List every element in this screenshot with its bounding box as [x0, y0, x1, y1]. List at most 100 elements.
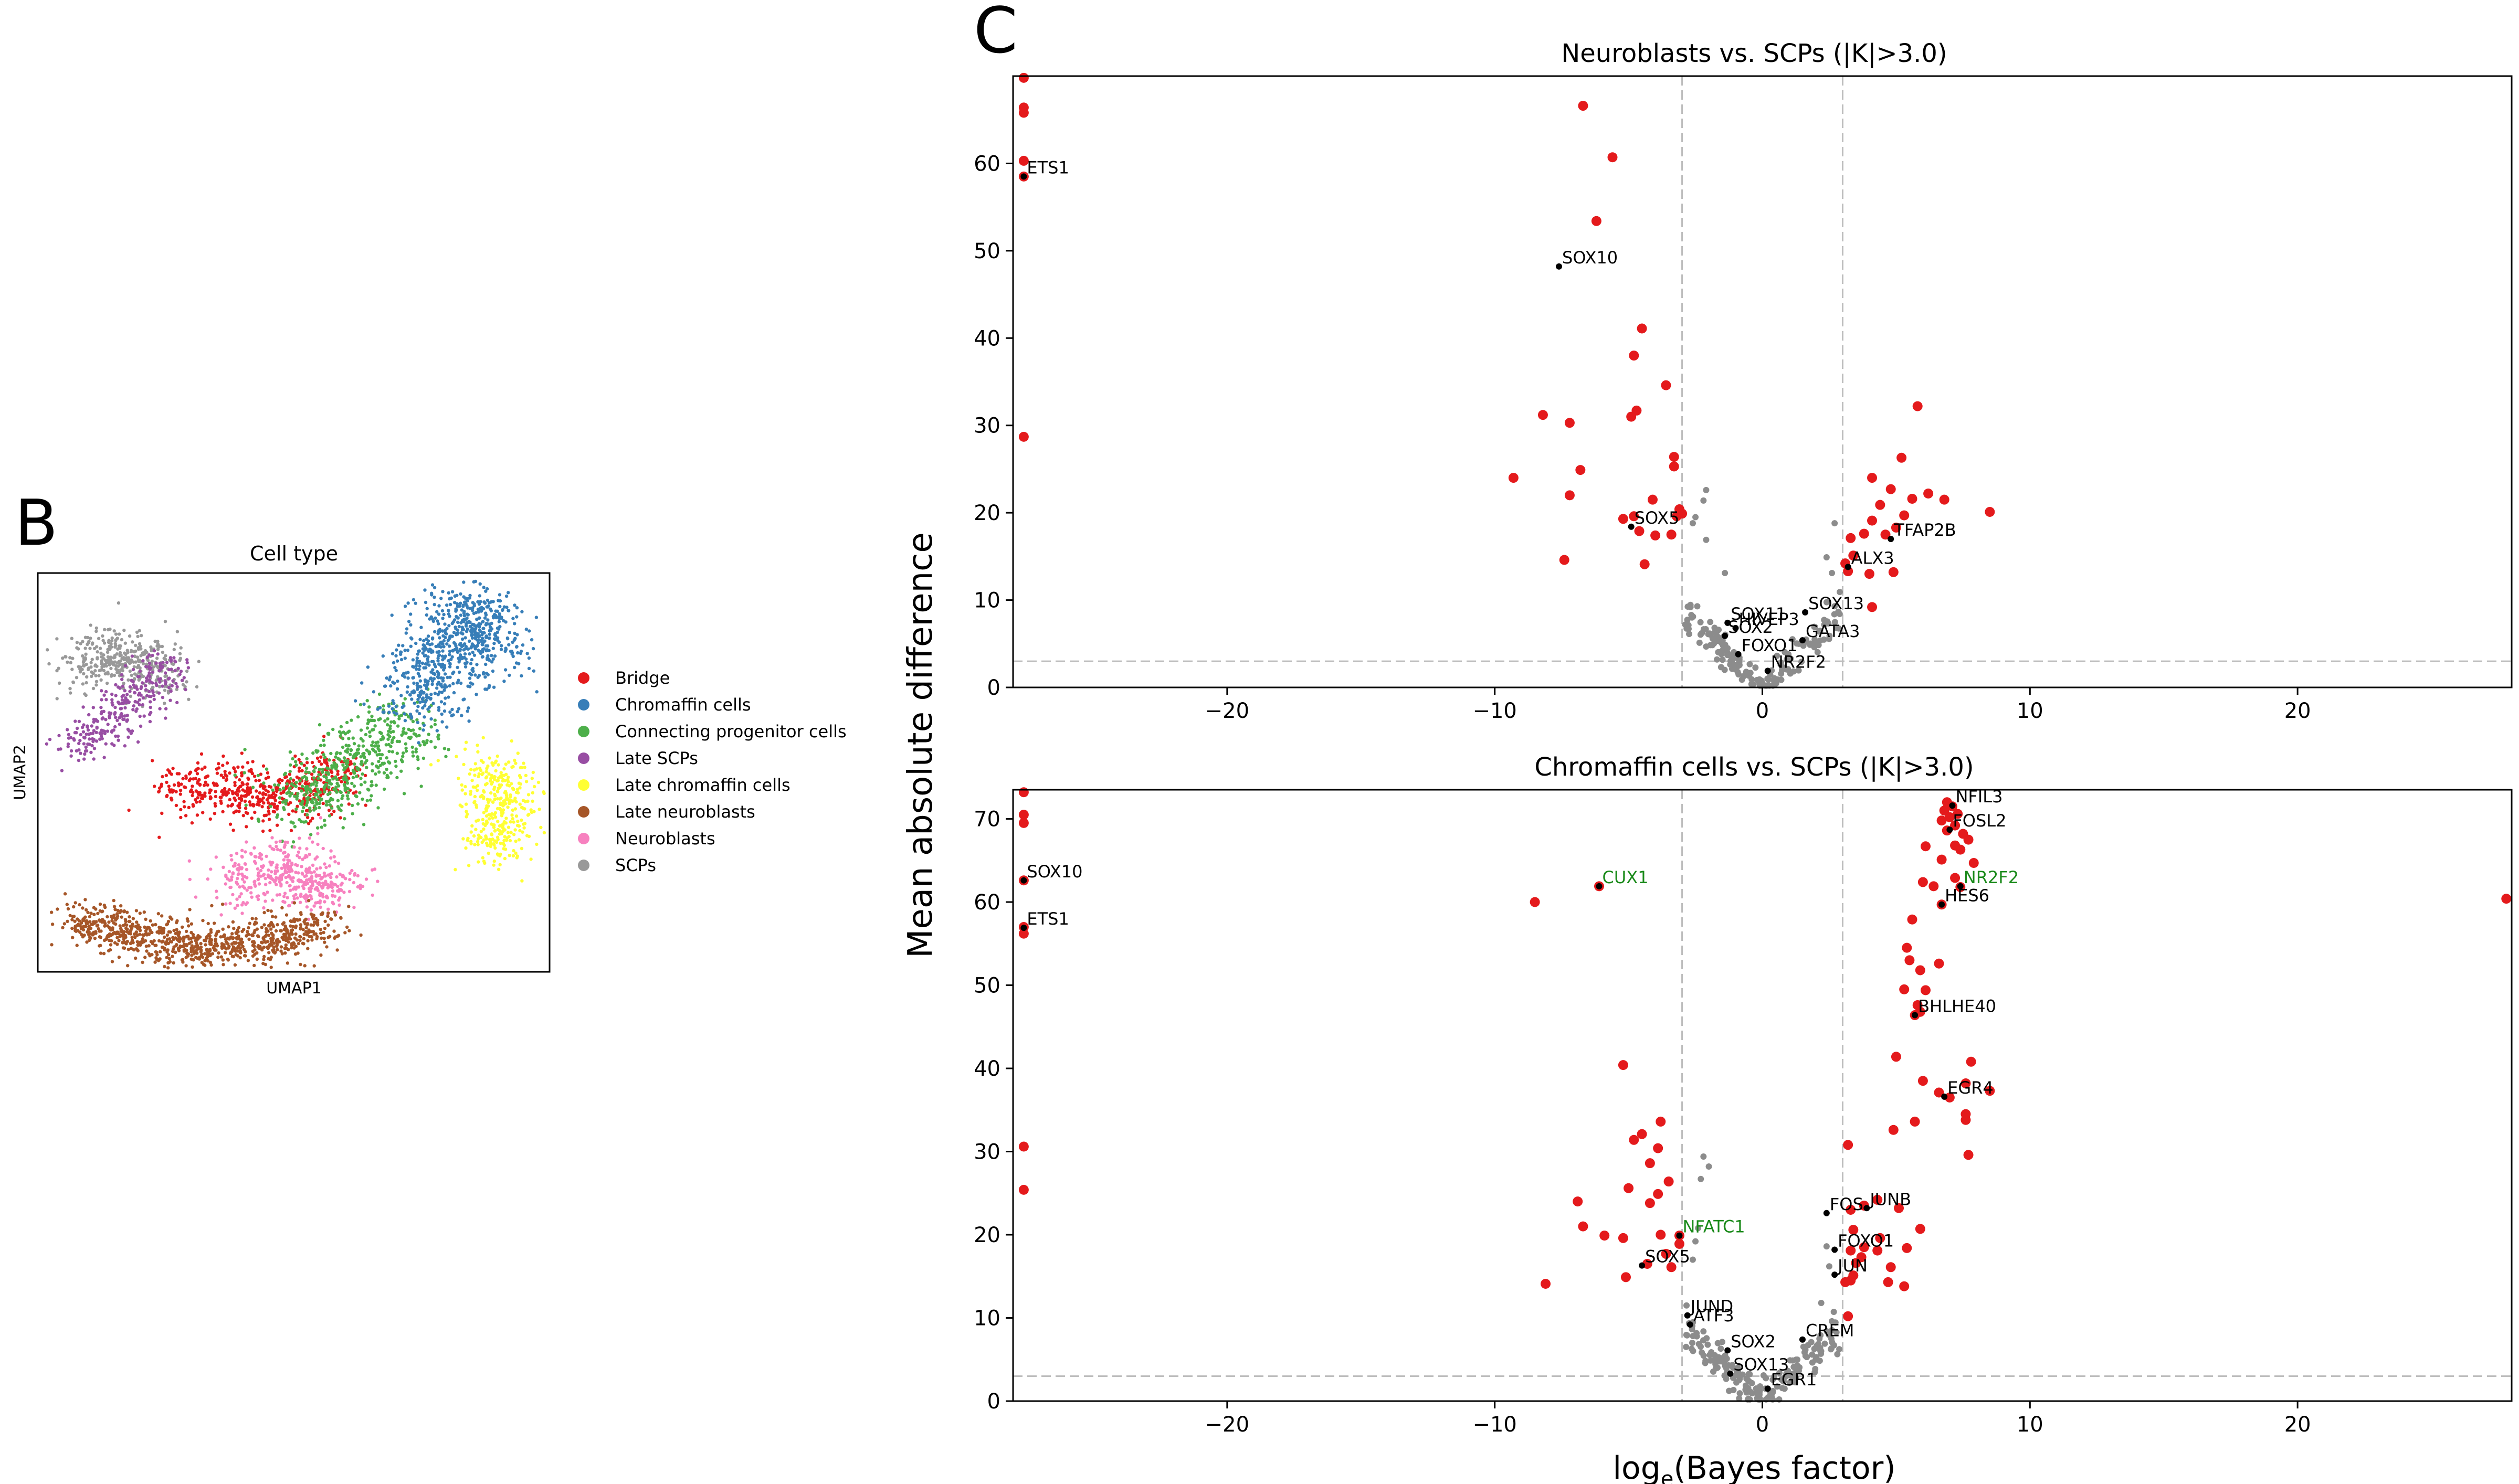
umap-point-5	[509, 793, 512, 797]
plot2-nonsig-point	[1711, 1352, 1718, 1359]
plot2-xtick-label-0: −20	[1205, 1413, 1249, 1437]
umap-point-2	[291, 809, 294, 813]
umap-point-7	[110, 960, 114, 963]
umap-point-4	[483, 616, 487, 620]
umap-point-5	[490, 833, 494, 836]
umap-point-1	[154, 661, 158, 665]
umap-point-7	[320, 936, 323, 940]
plot2-gene-point-19	[1727, 1370, 1734, 1377]
umap-point-3	[378, 717, 382, 721]
plot2-gene-point-5	[1957, 883, 1964, 889]
plot1-gene-label-2: SOX5	[1635, 508, 1680, 528]
umap-point-2	[271, 802, 275, 806]
umap-point-5	[482, 790, 486, 794]
umap-point-0	[114, 667, 118, 671]
umap-point-3	[378, 757, 383, 760]
plot2-sig-point	[1883, 1277, 1893, 1287]
umap-point-4	[491, 646, 495, 650]
umap-point-4	[463, 618, 467, 621]
umap-point-5	[511, 808, 515, 812]
umap-point-7	[287, 940, 290, 944]
umap-point-2	[332, 758, 336, 762]
umap-point-7	[113, 908, 117, 911]
umap-point-6	[256, 894, 260, 898]
umap-point-2	[190, 821, 194, 825]
umap-point-5	[516, 819, 520, 823]
umap-point-0	[85, 681, 88, 685]
umap-frame	[37, 572, 551, 973]
umap-point-7	[238, 949, 242, 953]
umap-point-3	[376, 806, 380, 810]
umap-point-5	[513, 828, 517, 832]
plot2-nonsig-point	[1753, 1385, 1759, 1392]
umap-point-3	[386, 760, 391, 764]
umap-point-5	[503, 835, 507, 839]
umap-point-3	[343, 759, 347, 763]
umap-point-4	[513, 622, 517, 626]
umap-point-4	[527, 656, 531, 660]
plot2-nonsig-point	[1776, 1370, 1783, 1376]
umap-point-0	[183, 685, 187, 688]
umap-point-2	[157, 789, 161, 793]
plot2-nonsig-point	[1746, 1371, 1753, 1377]
umap-point-4	[483, 687, 487, 691]
umap-point-2	[232, 766, 236, 770]
umap-point-6	[303, 896, 307, 900]
plot1-sig-point	[1647, 494, 1658, 505]
umap-point-1	[174, 682, 178, 686]
plot2-sig-point	[1920, 985, 1931, 995]
umap-point-6	[260, 857, 264, 861]
plot2-gene-label-6: HES6	[1945, 886, 1989, 906]
umap-point-4	[426, 681, 430, 685]
umap-point-7	[213, 948, 217, 952]
umap-point-2	[201, 797, 204, 801]
umap-point-4	[394, 669, 398, 673]
umap-point-7	[181, 960, 185, 964]
umap-point-5	[466, 836, 470, 841]
plot2-nonsig-point	[1818, 1299, 1825, 1306]
umap-point-4	[391, 699, 395, 703]
plot2-sig-point	[1618, 1233, 1628, 1243]
umap-point-4	[508, 673, 511, 677]
umap-point-3	[341, 826, 345, 830]
umap-point-4	[528, 629, 531, 633]
umap-point-0	[104, 660, 108, 663]
umap-point-7	[203, 952, 207, 956]
umap-point-1	[132, 683, 135, 687]
umap-point-7	[119, 904, 123, 908]
umap-point-6	[342, 891, 346, 894]
umap-point-7	[138, 932, 142, 936]
umap-point-6	[282, 858, 286, 862]
umap-point-4	[403, 719, 407, 723]
umap-point-0	[118, 651, 122, 655]
umap-point-3	[305, 791, 309, 795]
umap-point-5	[530, 777, 534, 780]
umap-point-3	[323, 819, 326, 822]
umap-point-6	[286, 853, 290, 857]
umap-point-3	[412, 728, 415, 732]
umap-point-4	[508, 631, 511, 634]
umap-point-7	[127, 948, 130, 951]
umap-point-4	[490, 654, 493, 658]
umap-point-4	[405, 690, 409, 694]
umap-point-7	[219, 935, 223, 939]
umap-point-2	[305, 815, 310, 820]
plot1-sig-point	[1564, 418, 1575, 428]
umap-point-0	[163, 702, 166, 705]
umap-point-7	[251, 944, 255, 947]
umap-point-2	[279, 791, 283, 795]
umap-point-4	[442, 668, 446, 672]
umap-point-7	[325, 945, 329, 949]
umap-point-6	[348, 871, 352, 875]
umap-point-7	[310, 938, 314, 942]
plot2-gene-point-15	[1684, 1312, 1691, 1319]
xlabel-log: log	[1612, 1450, 1660, 1484]
umap-point-3	[384, 743, 388, 747]
umap-point-4	[430, 593, 434, 597]
umap-point-3	[414, 747, 418, 751]
umap-point-7	[209, 928, 213, 932]
umap-point-1	[145, 676, 149, 680]
umap-point-2	[291, 778, 296, 782]
umap-point-4	[440, 691, 444, 694]
umap-point-0	[55, 669, 59, 673]
